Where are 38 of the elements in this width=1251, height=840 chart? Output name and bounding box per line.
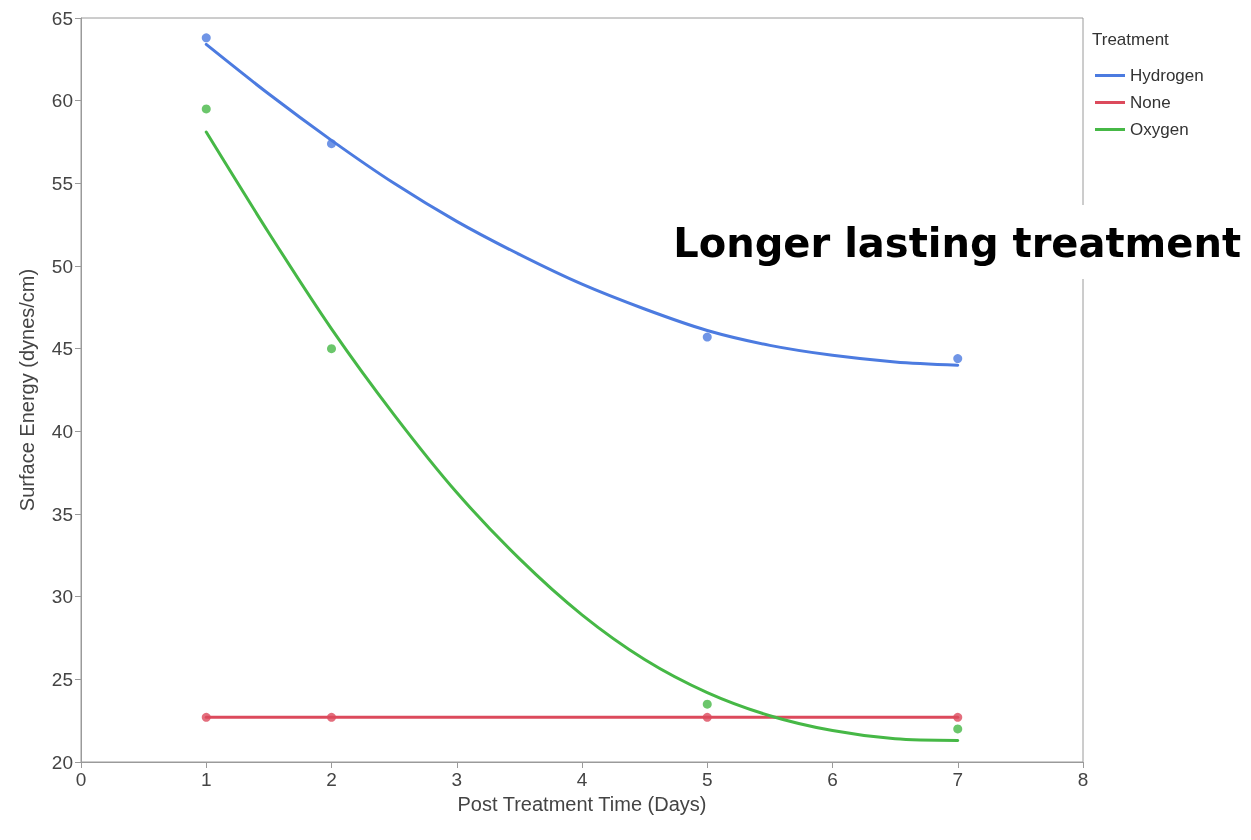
y-tick-label: 25	[51, 668, 73, 690]
legend-label: None	[1130, 93, 1171, 112]
point	[953, 712, 963, 722]
y-tick-label: 30	[51, 586, 73, 608]
x-tick-label: 8	[1077, 769, 1089, 790]
y-tick-label: 45	[51, 338, 73, 360]
x-tick-label: 4	[576, 769, 588, 790]
x-tick-label: 6	[827, 769, 838, 790]
x-tick-label: 3	[451, 769, 463, 790]
point	[953, 724, 963, 734]
y-tick-label: 55	[51, 172, 73, 194]
y-tick-label: 50	[51, 255, 73, 277]
point	[201, 33, 211, 43]
annotation: Longer lasting treatment	[673, 220, 1241, 266]
legend-label: Oxygen	[1130, 120, 1189, 139]
point	[953, 354, 963, 364]
x-tick-label: 1	[200, 769, 212, 790]
point	[702, 712, 712, 722]
y-tick-label: 60	[51, 90, 73, 112]
y-tick-label: 35	[51, 503, 73, 525]
y-tick-label: 40	[51, 420, 73, 442]
point	[201, 712, 211, 722]
point	[702, 699, 712, 709]
point	[327, 344, 336, 354]
point	[327, 712, 336, 722]
point	[327, 139, 336, 149]
point	[201, 104, 211, 114]
y-tick-label: 65	[51, 7, 73, 29]
x-tick-label: 5	[701, 769, 713, 790]
x-tick-label: 7	[952, 769, 964, 790]
y-tick-label: 20	[51, 751, 73, 773]
legend-title: Treatment	[1092, 30, 1170, 49]
x-axis-title: Post Treatment Time (Days)	[457, 793, 707, 815]
legend-label: Hydrogen	[1130, 66, 1204, 85]
x-tick-label: 0	[75, 769, 87, 790]
x-tick-label: 2	[326, 769, 337, 790]
y-axis-title: Surface Energy (dynes/cm)	[16, 268, 38, 512]
point	[702, 332, 712, 342]
